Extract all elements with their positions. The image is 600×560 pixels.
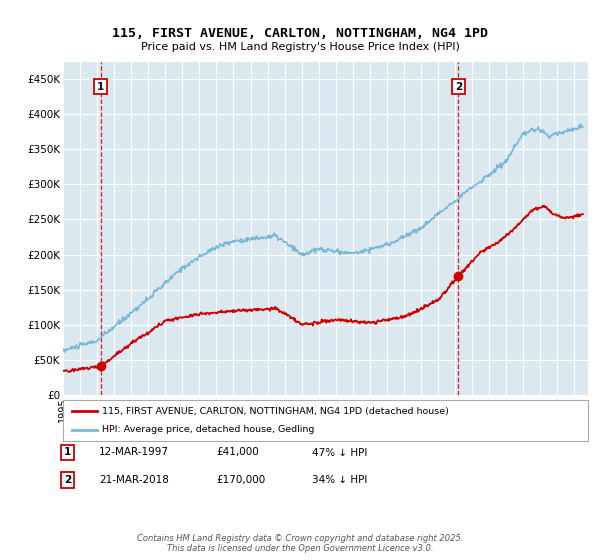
- Text: 1: 1: [97, 82, 104, 92]
- Text: £170,000: £170,000: [216, 475, 265, 485]
- Text: Contains HM Land Registry data © Crown copyright and database right 2025.
This d: Contains HM Land Registry data © Crown c…: [137, 534, 463, 553]
- Text: £41,000: £41,000: [216, 447, 259, 458]
- Text: HPI: Average price, detached house, Gedling: HPI: Average price, detached house, Gedl…: [103, 426, 315, 435]
- Text: 115, FIRST AVENUE, CARLTON, NOTTINGHAM, NG4 1PD: 115, FIRST AVENUE, CARLTON, NOTTINGHAM, …: [112, 27, 488, 40]
- Text: 115, FIRST AVENUE, CARLTON, NOTTINGHAM, NG4 1PD (detached house): 115, FIRST AVENUE, CARLTON, NOTTINGHAM, …: [103, 407, 449, 416]
- Text: 2: 2: [455, 82, 462, 92]
- Text: 2: 2: [64, 475, 71, 485]
- Text: Price paid vs. HM Land Registry's House Price Index (HPI): Price paid vs. HM Land Registry's House …: [140, 42, 460, 52]
- Text: 1: 1: [64, 447, 71, 458]
- Text: 12-MAR-1997: 12-MAR-1997: [99, 447, 169, 458]
- Text: 47% ↓ HPI: 47% ↓ HPI: [312, 447, 367, 458]
- Text: 34% ↓ HPI: 34% ↓ HPI: [312, 475, 367, 485]
- Text: 21-MAR-2018: 21-MAR-2018: [99, 475, 169, 485]
